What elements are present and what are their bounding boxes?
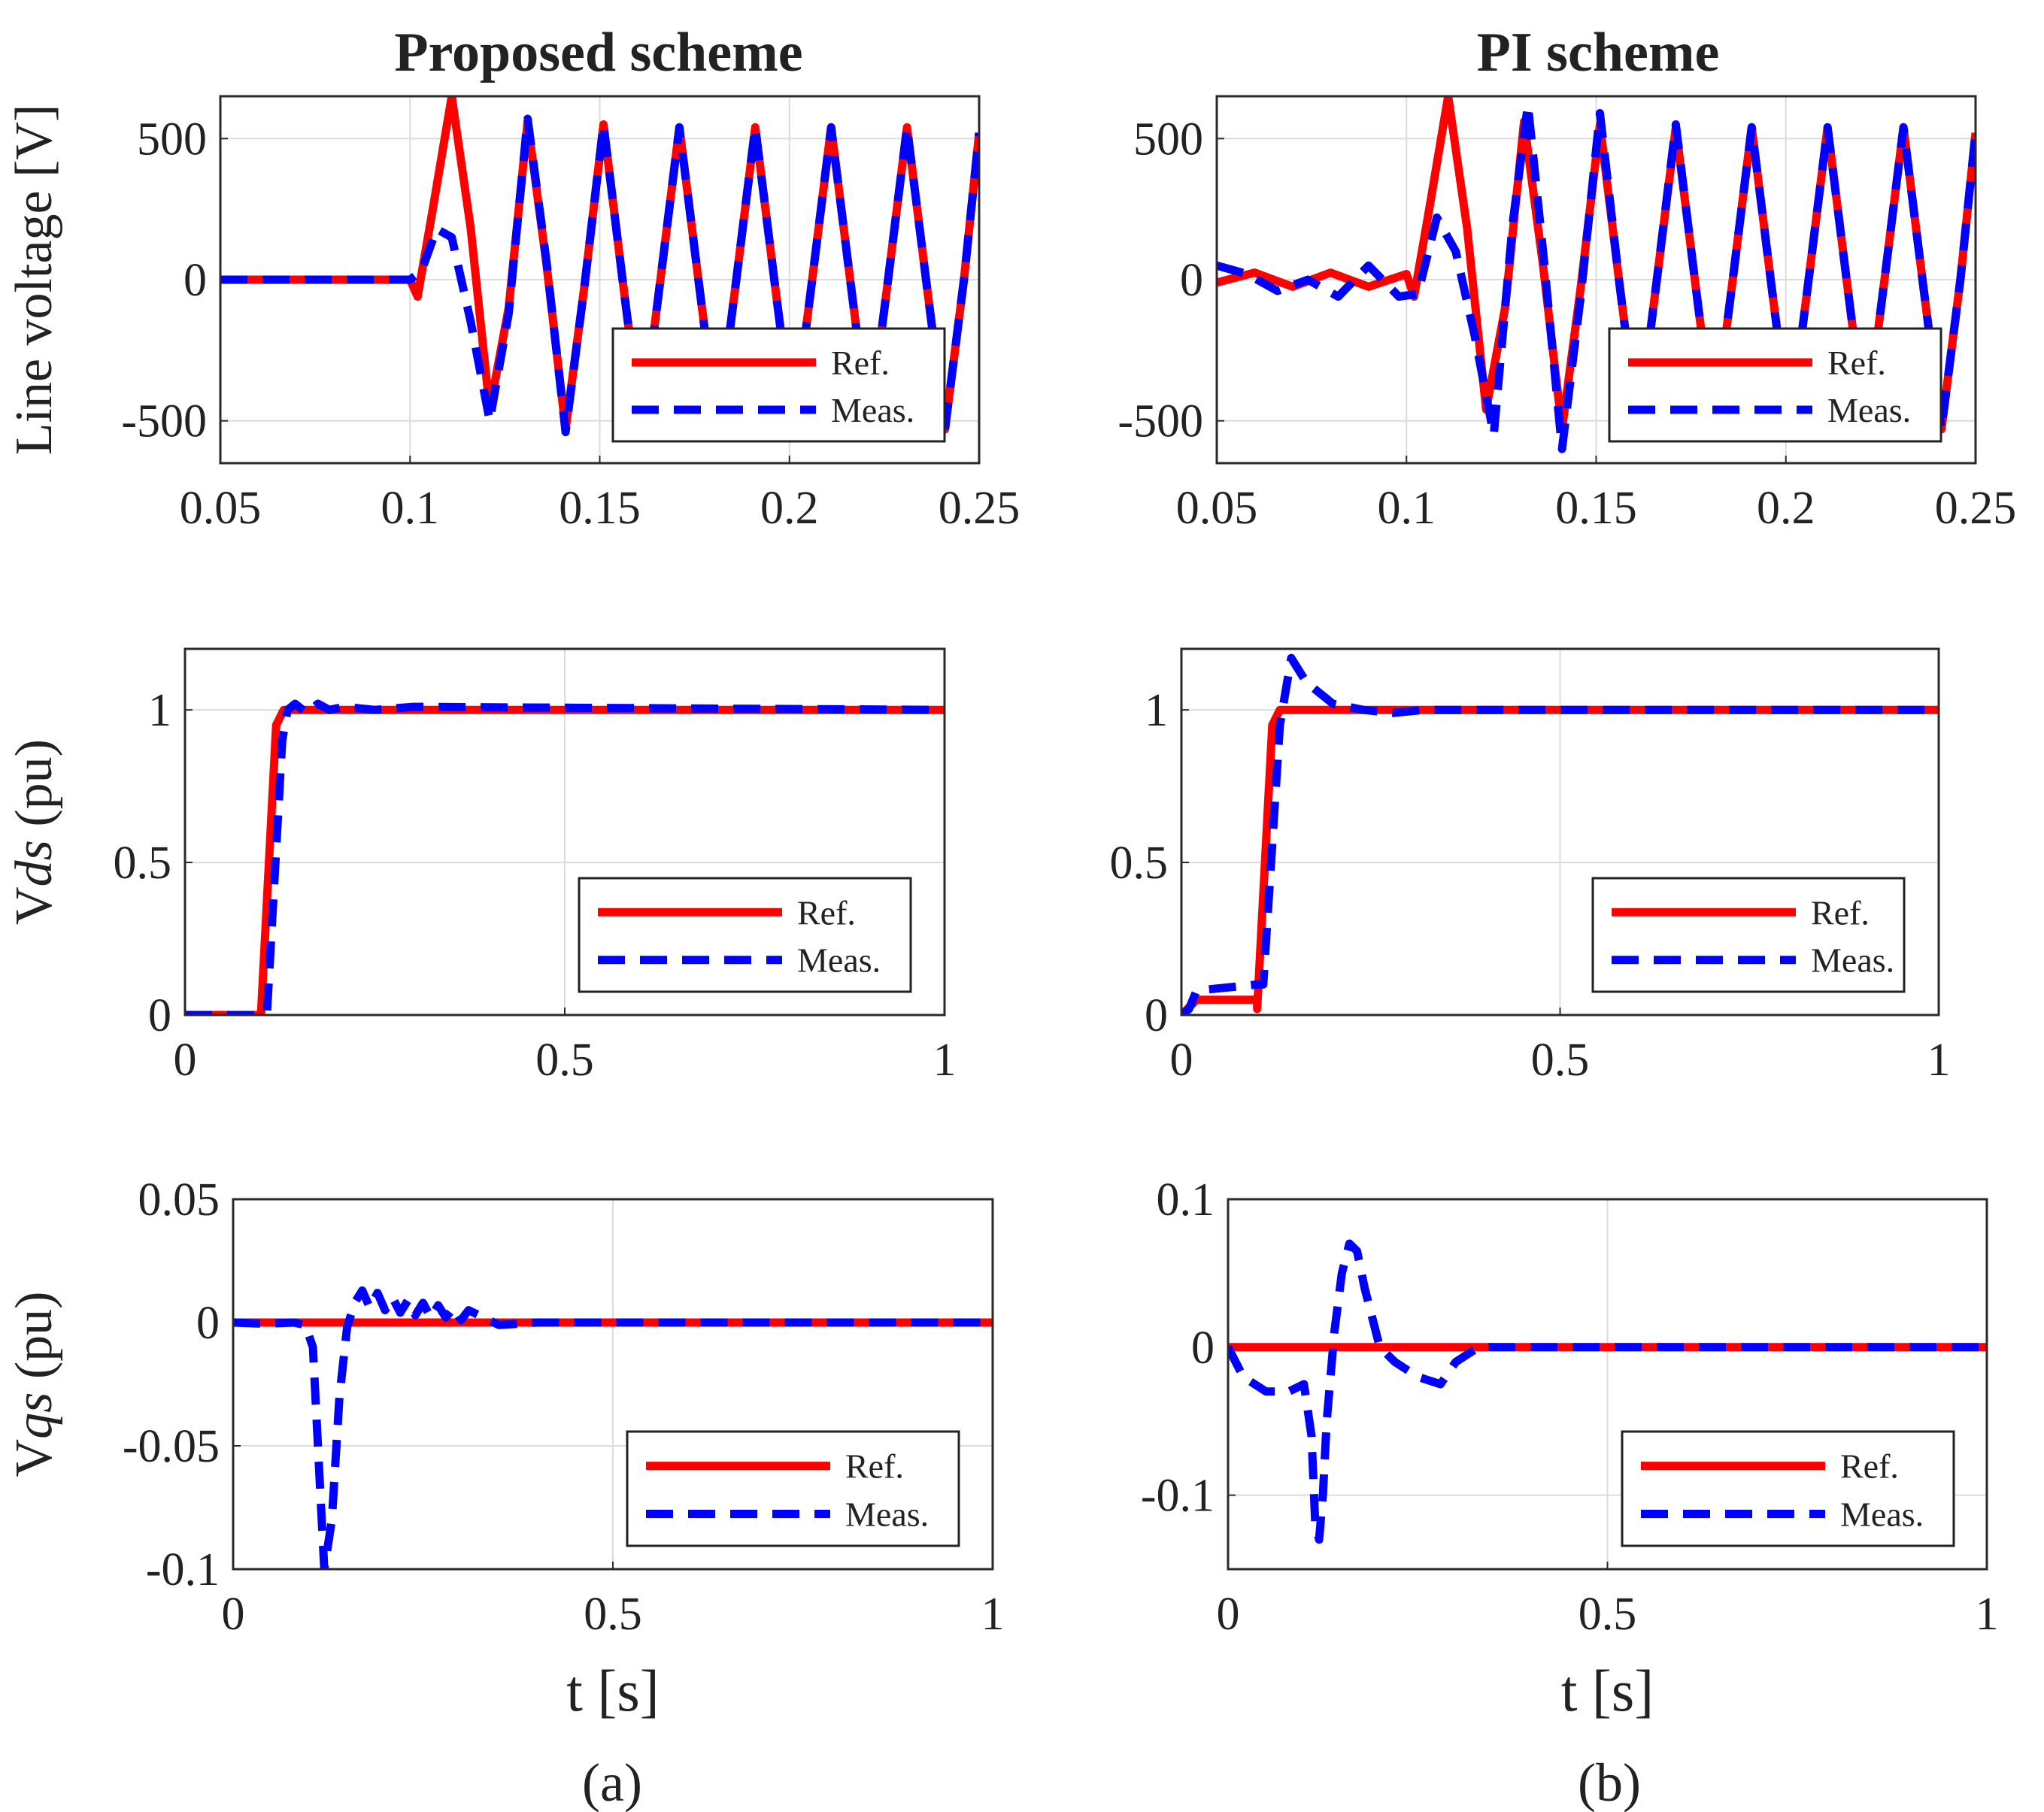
y-tick-label: 0 <box>1180 255 1203 306</box>
legend-ref-label: Ref. <box>797 893 856 932</box>
legend-box <box>611 327 946 443</box>
x-tick-label: 0.05 <box>1176 483 1258 534</box>
series-group <box>1228 1239 1987 1544</box>
legend: Ref. Meas. <box>626 1430 960 1547</box>
meas-series-line <box>1181 653 1939 1015</box>
legend-ref-label: Ref. <box>1811 893 1870 932</box>
x-tick-label: 0 <box>1217 1589 1240 1640</box>
axes-frame <box>1227 1198 1988 1571</box>
y-tick-label: -0.05 <box>123 1421 220 1472</box>
y-tick-label: 0 <box>148 990 171 1041</box>
x-tick-label: 0.2 <box>760 483 819 534</box>
meas-series-line <box>185 699 945 1015</box>
legend-ref-label: Ref. <box>1840 1447 1899 1486</box>
legend: Ref. Meas. <box>578 877 912 993</box>
x-axis-label: t [s] <box>566 1658 659 1723</box>
y-tick-label: 0.05 <box>138 1174 220 1226</box>
legend-box <box>1591 877 1906 993</box>
y-tick-label: 500 <box>137 114 207 165</box>
y-axis-label: Vqs (pu) <box>5 1292 63 1477</box>
x-tick-label: 0.25 <box>939 483 1020 534</box>
legend-meas-label: Meas. <box>831 391 914 429</box>
panel-a-line-voltage: 0.05 0.1 0.15 0.2 0.25 -500 0 500 Ref. Meas. Line … <box>5 95 1020 534</box>
panel-a-vds: 0 0.5 1 0 0.5 1 Ref. Meas. Vds (pu) <box>5 647 957 1086</box>
legend-meas-label: Meas. <box>1827 391 1911 429</box>
series-group <box>185 699 945 1015</box>
subfigure-label-b: (b) <box>1578 1753 1641 1812</box>
legend-box <box>626 1430 960 1547</box>
panel-b-line-voltage: 0.05 0.1 0.15 0.2 0.25 -500 0 500 Ref. Meas. <box>1118 95 2017 534</box>
y-axis-label: Vds (pu) <box>5 739 63 925</box>
y-tick-label: 0 <box>1145 990 1168 1041</box>
x-tick-label: 1 <box>1927 1035 1951 1086</box>
y-tick-label: 0 <box>196 1298 220 1349</box>
x-tick-label: 0 <box>174 1035 197 1086</box>
x-tick-label: 1 <box>981 1589 1005 1640</box>
y-tick-label: -0.1 <box>1141 1471 1215 1522</box>
y-tick-label: 1 <box>1145 685 1168 736</box>
y-axis-label: Line voltage [V] <box>5 105 63 455</box>
axes-frame <box>1180 647 1940 1017</box>
legend: Ref. Meas. <box>1608 327 1942 443</box>
series-group <box>1181 653 1939 1015</box>
x-tick-label: 1 <box>1976 1589 1999 1640</box>
y-tick-label: 0 <box>1191 1323 1215 1374</box>
meas-series-line <box>1217 100 1976 453</box>
legend-box <box>1608 327 1942 443</box>
y-tick-label: 0 <box>183 255 207 306</box>
x-tick-label: 1 <box>933 1035 957 1086</box>
y-tick-label: 0.5 <box>114 838 172 889</box>
x-tick-label: 0.1 <box>381 483 440 534</box>
y-tick-label: 1 <box>148 685 171 736</box>
y-tick-label: -0.1 <box>146 1544 220 1595</box>
series-group <box>233 1286 993 1569</box>
x-tick-label: 0.05 <box>180 483 262 534</box>
meas-series-line <box>1228 1239 1987 1544</box>
legend: Ref. Meas. <box>1621 1430 1955 1547</box>
x-axis-label: t [s] <box>1561 1658 1654 1723</box>
x-tick-label: 0 <box>1170 1035 1193 1086</box>
x-tick-label: 0 <box>222 1589 245 1640</box>
x-tick-label: 0.15 <box>1555 483 1637 534</box>
y-tick-label: 500 <box>1133 114 1203 165</box>
legend-ref-label: Ref. <box>845 1447 904 1486</box>
axes-frame <box>1215 95 1977 465</box>
x-tick-label: 0.25 <box>1935 483 2017 534</box>
legend-meas-label: Meas. <box>1840 1495 1924 1533</box>
meas-series-line <box>220 114 979 437</box>
legend-meas-label: Meas. <box>845 1495 929 1533</box>
x-tick-label: 0.5 <box>584 1589 642 1640</box>
y-tick-label: -500 <box>1118 396 1203 447</box>
legend-box <box>578 877 912 993</box>
x-tick-label: 0.5 <box>535 1035 594 1086</box>
y-tick-label: 0.1 <box>1157 1174 1215 1226</box>
axes-frame <box>183 647 946 1017</box>
x-tick-label: 0.5 <box>1531 1035 1590 1086</box>
axes-frame <box>232 1198 994 1571</box>
panel-a-vqs: 0 0.5 1 -0.1 -0.05 0 0.05 Ref. Meas. Vqs (pu) t [s… <box>5 1174 1005 1723</box>
title-pi-scheme: PI scheme <box>1477 22 1720 83</box>
x-tick-label: 0.5 <box>1578 1589 1637 1640</box>
legend-meas-label: Meas. <box>797 941 881 980</box>
x-tick-label: 0.1 <box>1378 483 1436 534</box>
meas-series-line <box>233 1286 993 1569</box>
subfigure-label-a: (a) <box>582 1753 642 1812</box>
y-tick-label: 0.5 <box>1110 838 1169 889</box>
panel-b-vds: 0 0.5 1 0 0.5 1 Ref. Meas. <box>1110 647 1951 1086</box>
legend: Ref. Meas. <box>1591 877 1906 993</box>
y-tick-label: -500 <box>121 396 207 447</box>
x-tick-label: 0.15 <box>559 483 641 534</box>
axes-frame <box>219 95 981 465</box>
legend-ref-label: Ref. <box>831 344 890 382</box>
panel-b-vqs: 0 0.5 1 -0.1 0 0.1 Ref. Meas. t [s] <box>1141 1174 1999 1723</box>
title-proposed-scheme: Proposed scheme <box>394 22 802 83</box>
legend-ref-label: Ref. <box>1827 344 1886 382</box>
x-tick-label: 0.2 <box>1757 483 1815 534</box>
legend: Ref. Meas. <box>611 327 946 443</box>
legend-meas-label: Meas. <box>1811 941 1894 980</box>
legend-box <box>1621 1430 1955 1547</box>
